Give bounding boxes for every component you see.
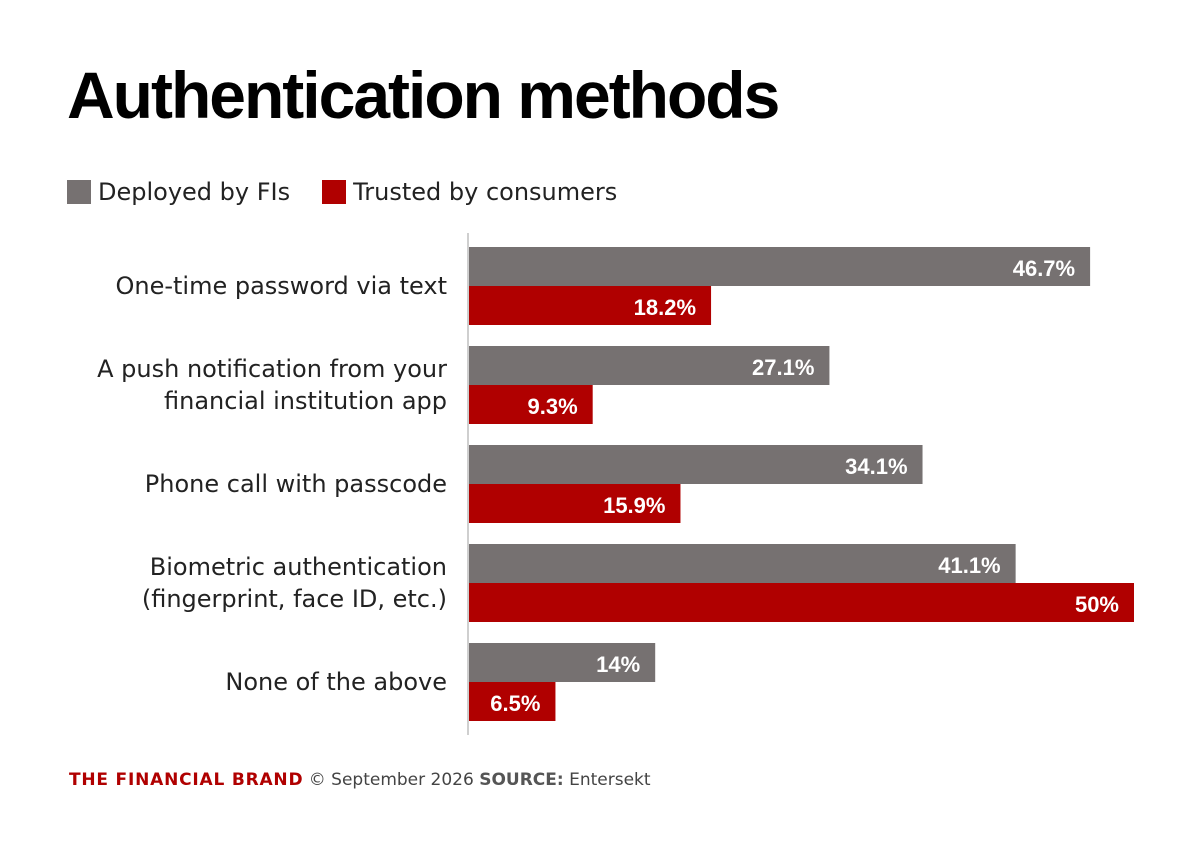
category-label: Phone call with passcode <box>145 470 447 498</box>
footer: THE FINANCIAL BRAND © September 2026 SOU… <box>69 770 651 790</box>
category-label-line: A push notification from your <box>97 355 447 383</box>
legend-swatch-trusted <box>322 180 347 204</box>
bar-trusted <box>469 484 681 523</box>
category-label: One-time password via text <box>115 272 447 300</box>
data-label-trusted: 6.5% <box>490 691 540 716</box>
bar-trusted <box>469 286 712 325</box>
legend-swatch-deployed <box>67 180 91 204</box>
copyright-text: © September 2026 <box>308 770 474 790</box>
category-label: A push notification from your financial i… <box>97 355 447 415</box>
legend-item-trusted: Trusted by consumers <box>322 178 617 206</box>
legend-label-deployed: Deployed by FIs <box>98 178 291 206</box>
data-label-deployed: 41.1% <box>938 553 1000 578</box>
data-label-deployed: 14% <box>596 652 640 677</box>
bar-deployed <box>469 643 656 682</box>
chart-title: Authentication methods <box>67 58 780 132</box>
data-label-deployed: 27.1% <box>752 355 814 380</box>
legend-item-deployed: Deployed by FIs <box>67 178 290 206</box>
category-label-line: Phone call with passcode <box>145 470 447 498</box>
legend-label-trusted: Trusted by consumers <box>353 178 618 206</box>
bar-deployed <box>469 346 830 385</box>
category-label-line: One-time password via text <box>115 272 447 300</box>
category-label: None of the above <box>225 668 447 696</box>
legend: Deployed by FIs Trusted by consumers <box>67 178 649 206</box>
data-label-deployed: 46.7% <box>1013 256 1075 281</box>
data-label-trusted: 18.2% <box>634 295 696 320</box>
category-label-line: financial institution app <box>164 387 447 415</box>
data-label-trusted: 9.3% <box>528 394 578 419</box>
bar-deployed <box>469 544 1016 583</box>
source-text: Entersekt <box>569 770 651 790</box>
data-label-deployed: 34.1% <box>845 454 907 479</box>
bar-trusted <box>469 583 1134 622</box>
category-label-line: (fingerprint, face ID, etc.) <box>142 585 447 613</box>
bar-trusted <box>469 385 593 424</box>
data-label-trusted: 50% <box>1075 592 1119 617</box>
bar-trusted <box>469 682 556 721</box>
category-label: Biometric authentication (fingerprint, fa… <box>142 553 447 613</box>
category-label-line: None of the above <box>225 668 447 696</box>
source-label: SOURCE: <box>479 770 564 790</box>
bar-chart: One-time password via text 46.7% 18.2% A pu… <box>97 233 1134 735</box>
bar-deployed <box>469 247 1091 286</box>
brand-logo-text: THE FINANCIAL BRAND <box>69 770 304 790</box>
data-label-trusted: 15.9% <box>603 493 665 518</box>
category-label-line: Biometric authentication <box>150 553 447 581</box>
bar-deployed <box>469 445 923 484</box>
